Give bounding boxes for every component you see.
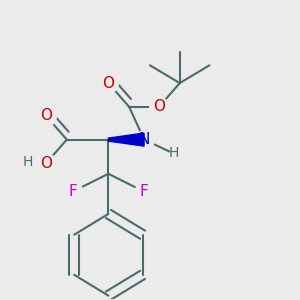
Text: O: O (153, 99, 165, 114)
Text: H: H (169, 146, 179, 160)
Text: H: H (23, 155, 33, 169)
Text: O: O (40, 108, 52, 123)
Polygon shape (108, 133, 144, 146)
Text: O: O (40, 156, 52, 171)
Text: F: F (68, 184, 77, 199)
Text: F: F (140, 184, 148, 199)
Text: O: O (102, 76, 114, 91)
Text: N: N (138, 132, 150, 147)
